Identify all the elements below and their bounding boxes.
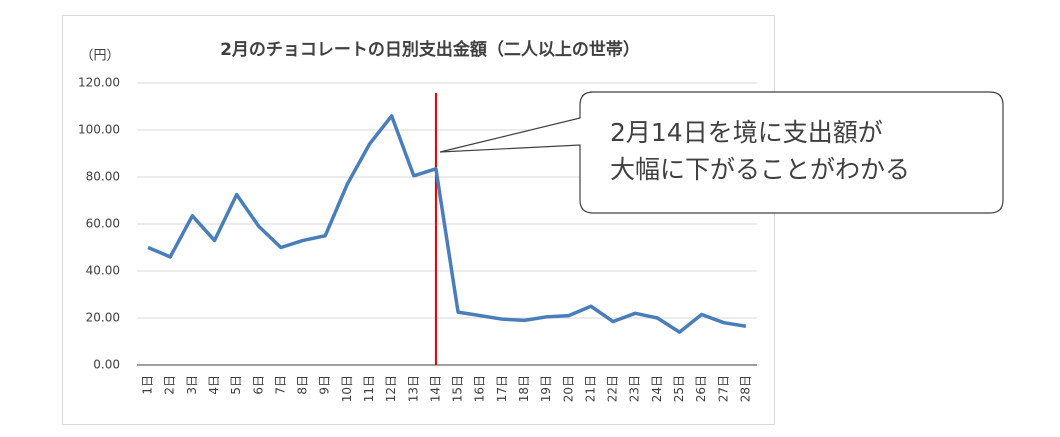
x-tick-label: 13日 [406,375,420,402]
x-tick-label: 14日 [428,375,442,402]
x-tick-label: 12日 [384,375,398,402]
x-tick-label: 16日 [473,375,487,402]
y-tick-label: 80.00 [86,170,120,184]
chart-frame [62,15,775,425]
y-axis-label: （円） [80,49,119,64]
y-tick-label: 100.00 [78,123,120,137]
x-tick-label: 9日 [318,375,332,395]
y-tick-label: 20.00 [86,311,120,325]
x-tick-label: 18日 [517,375,531,402]
y-tick-label: 60.00 [86,217,120,231]
x-tick-label: 17日 [495,375,509,402]
x-tick-label: 5日 [229,375,243,395]
x-tick-label: 24日 [650,375,664,402]
chart-title: 2月のチョコレートの日別支出金額（二人以上の世帯） [220,39,640,60]
y-tick-label: 40.00 [86,264,120,278]
x-tick-label: 7日 [273,375,287,395]
x-tick-label: 28日 [738,375,752,402]
x-tick-label: 1日 [141,375,155,395]
x-tick-label: 15日 [451,375,465,402]
callout [439,91,1004,214]
x-tick-label: 10日 [340,375,354,402]
x-tick-label: 25日 [672,375,686,402]
x-tick-label: 22日 [606,375,620,402]
x-tick-label: 26日 [694,375,708,402]
callout-text: 大幅に下がることがわかる [610,155,910,184]
data-line [147,114,747,334]
x-tick-label: 27日 [716,375,730,402]
callout-text: 2月14日を境に支出額が [610,118,883,147]
x-tick-label: 2日 [163,375,177,395]
x-tick-label: 19日 [539,375,553,402]
x-tick-label: 21日 [583,375,597,402]
x-tick-label: 4日 [207,375,221,395]
x-tick-label: 20日 [561,375,575,402]
x-tick-label: 23日 [628,375,642,402]
x-tick-label: 8日 [296,375,310,395]
x-tick-label: 6日 [251,375,265,395]
y-tick-label: 120.00 [78,76,120,90]
x-tick-label: 3日 [185,375,199,395]
y-tick-label: 0.00 [93,358,120,372]
x-tick-label: 11日 [362,375,376,402]
